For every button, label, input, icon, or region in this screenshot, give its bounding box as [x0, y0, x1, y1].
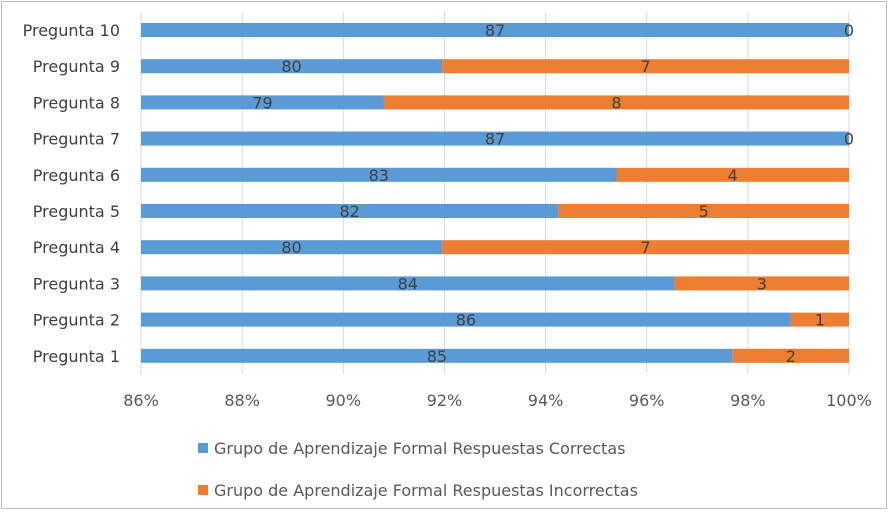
bar-incorrectas — [383, 95, 849, 110]
data-label-incorrectas: 8 — [611, 93, 621, 112]
legend: Grupo de Aprendizaje Formal Respuestas C… — [198, 439, 638, 500]
data-label-incorrectas: 1 — [815, 311, 825, 330]
bars — [141, 23, 849, 363]
legend-swatch — [198, 485, 208, 495]
legend-swatch — [198, 443, 208, 453]
bar-incorrectas — [616, 167, 849, 182]
data-label-incorrectas: 7 — [640, 238, 650, 257]
data-label-correctas: 87 — [485, 21, 505, 40]
category-label: Pregunta 10 — [23, 21, 120, 40]
bar-correctas — [141, 204, 559, 218]
x-tick-label: 92% — [427, 391, 463, 410]
category-label: Pregunta 7 — [33, 130, 120, 149]
data-label-incorrectas: 0 — [844, 130, 854, 149]
data-label-correctas: 87 — [485, 130, 505, 149]
data-label-incorrectas: 7 — [640, 57, 650, 76]
data-label-incorrectas: 0 — [844, 21, 854, 40]
bar-correctas — [141, 167, 617, 182]
value-axis: 86% 88% 90% 92% 94% 96% 98% 100% — [123, 391, 872, 410]
legend-label: Grupo de Aprendizaje Formal Respuestas C… — [214, 439, 625, 458]
bar-incorrectas — [674, 276, 849, 291]
data-label-incorrectas: 3 — [757, 274, 767, 293]
data-label-correctas: 80 — [281, 57, 301, 76]
bar-incorrectas — [442, 59, 849, 74]
data-label-correctas: 82 — [340, 202, 360, 221]
data-label-incorrectas: 5 — [699, 202, 709, 221]
bar-incorrectas — [732, 348, 849, 363]
data-label-correctas: 83 — [369, 166, 389, 185]
legend-label: Grupo de Aprendizaje Formal Respuestas I… — [214, 481, 638, 500]
category-label: Pregunta 9 — [33, 57, 120, 76]
x-tick-label: 98% — [730, 391, 766, 410]
data-label-incorrectas: 2 — [786, 347, 796, 366]
data-label-correctas: 80 — [281, 238, 301, 257]
bar-correctas — [141, 23, 849, 37]
bar-correctas — [141, 276, 675, 291]
x-tick-label: 90% — [326, 391, 362, 410]
data-label-correctas: 85 — [427, 347, 447, 366]
category-label: Pregunta 3 — [33, 274, 120, 293]
data-label-correctas: 84 — [398, 274, 418, 293]
x-tick-label: 86% — [123, 391, 159, 410]
bar-incorrectas — [790, 312, 849, 327]
category-label: Pregunta 2 — [33, 311, 120, 330]
data-label-incorrectas: 4 — [728, 166, 738, 185]
category-label: Pregunta 6 — [33, 166, 120, 185]
x-tick-label: 96% — [629, 391, 665, 410]
category-axis: Pregunta 10 Pregunta 9 Pregunta 8 Pregunta … — [23, 21, 120, 366]
data-label-correctas: 86 — [456, 311, 476, 330]
data-labels: 87 0 80 7 79 8 87 0 83 4 82 5 80 7 84 3 86 1 85 2 — [252, 21, 854, 366]
category-label: Pregunta 8 — [33, 93, 120, 112]
category-label: Pregunta 4 — [33, 238, 120, 257]
category-label: Pregunta 1 — [33, 347, 120, 366]
x-tick-label: 94% — [528, 391, 564, 410]
data-label-correctas: 79 — [252, 93, 272, 112]
bar-correctas — [141, 131, 849, 146]
bar-incorrectas — [558, 204, 849, 218]
bar-correctas — [141, 312, 791, 327]
bar-correctas — [141, 240, 443, 255]
bar-correctas — [141, 59, 443, 74]
x-tick-label: 100% — [826, 391, 872, 410]
bar-incorrectas — [442, 240, 849, 255]
category-label: Pregunta 5 — [33, 202, 120, 221]
bar-correctas — [141, 348, 733, 363]
bar-correctas — [141, 95, 384, 110]
x-tick-label: 88% — [224, 391, 260, 410]
